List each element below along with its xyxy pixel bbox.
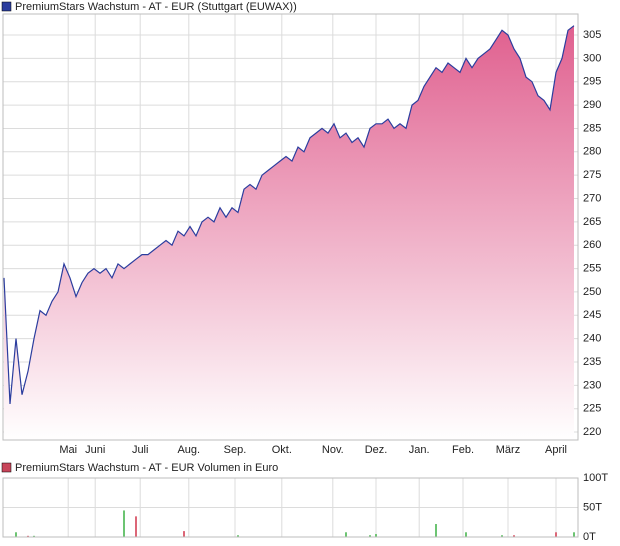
volume-bar: [237, 535, 239, 537]
volume-bar: [345, 532, 347, 537]
y-tick-label: 250: [583, 286, 601, 298]
x-tick-label: Nov.: [322, 444, 344, 456]
price-line: [3, 25, 575, 405]
volume-bar: [123, 510, 125, 537]
y-tick-label: 245: [583, 309, 601, 321]
x-tick-label: Mai: [59, 444, 77, 456]
x-tick-label: Okt.: [272, 444, 292, 456]
y-tick-label: 265: [583, 216, 601, 228]
volume-bar: [573, 532, 575, 537]
legend-label: PremiumStars Wachstum - AT - EUR (Stuttg…: [15, 1, 297, 13]
area-fill: [4, 25, 574, 440]
x-tick-label: März: [496, 444, 520, 456]
volume-bar: [15, 532, 17, 537]
y-tick-label: 230: [583, 379, 601, 391]
legend-swatch: [1, 462, 12, 473]
y-tick-label: 305: [583, 29, 601, 41]
volume-bar: [27, 535, 29, 537]
plot-frame: [2, 477, 579, 538]
x-tick-label: Aug.: [177, 444, 200, 456]
volume-bar: [183, 531, 185, 537]
y-tick-label: 240: [583, 333, 601, 345]
y-tick-label: 260: [583, 239, 601, 251]
y-tick-label: 295: [583, 76, 601, 88]
volume-bar: [435, 524, 437, 537]
x-tick-label: Dez.: [365, 444, 388, 456]
volume-bar: [369, 535, 371, 537]
y-tick-label: 225: [583, 403, 601, 415]
legend-swatch: [1, 1, 12, 12]
volume-bar: [135, 516, 137, 537]
x-tick-label: Juni: [85, 444, 105, 456]
x-tick-label: April: [545, 444, 567, 456]
y-tick-label: 50T: [583, 501, 602, 513]
x-tick-label: Feb.: [452, 444, 474, 456]
y-tick-label: 300: [583, 52, 601, 64]
legend-label: PremiumStars Wachstum - AT - EUR Volumen…: [15, 462, 278, 474]
plot-frame: [2, 13, 579, 441]
y-tick-label: 280: [583, 146, 601, 158]
volume-bar: [33, 535, 35, 537]
y-tick-label: 275: [583, 169, 601, 181]
y-tick-label: 255: [583, 262, 601, 274]
volume-bar: [465, 532, 467, 537]
volume-bar: [375, 534, 377, 537]
y-tick-label: 290: [583, 99, 601, 111]
y-tick-label: 0T: [583, 531, 596, 543]
y-tick-label: 285: [583, 122, 601, 134]
volume-bar: [555, 532, 557, 537]
y-tick-label: 100T: [583, 472, 608, 484]
x-tick-label: Juli: [132, 444, 149, 456]
y-tick-label: 220: [583, 426, 601, 438]
y-tick-label: 235: [583, 356, 601, 368]
x-tick-label: Jan.: [409, 444, 430, 456]
y-tick-label: 270: [583, 192, 601, 204]
volume-bar: [513, 535, 515, 537]
x-tick-label: Sep.: [224, 444, 247, 456]
volume-bar: [501, 535, 503, 537]
